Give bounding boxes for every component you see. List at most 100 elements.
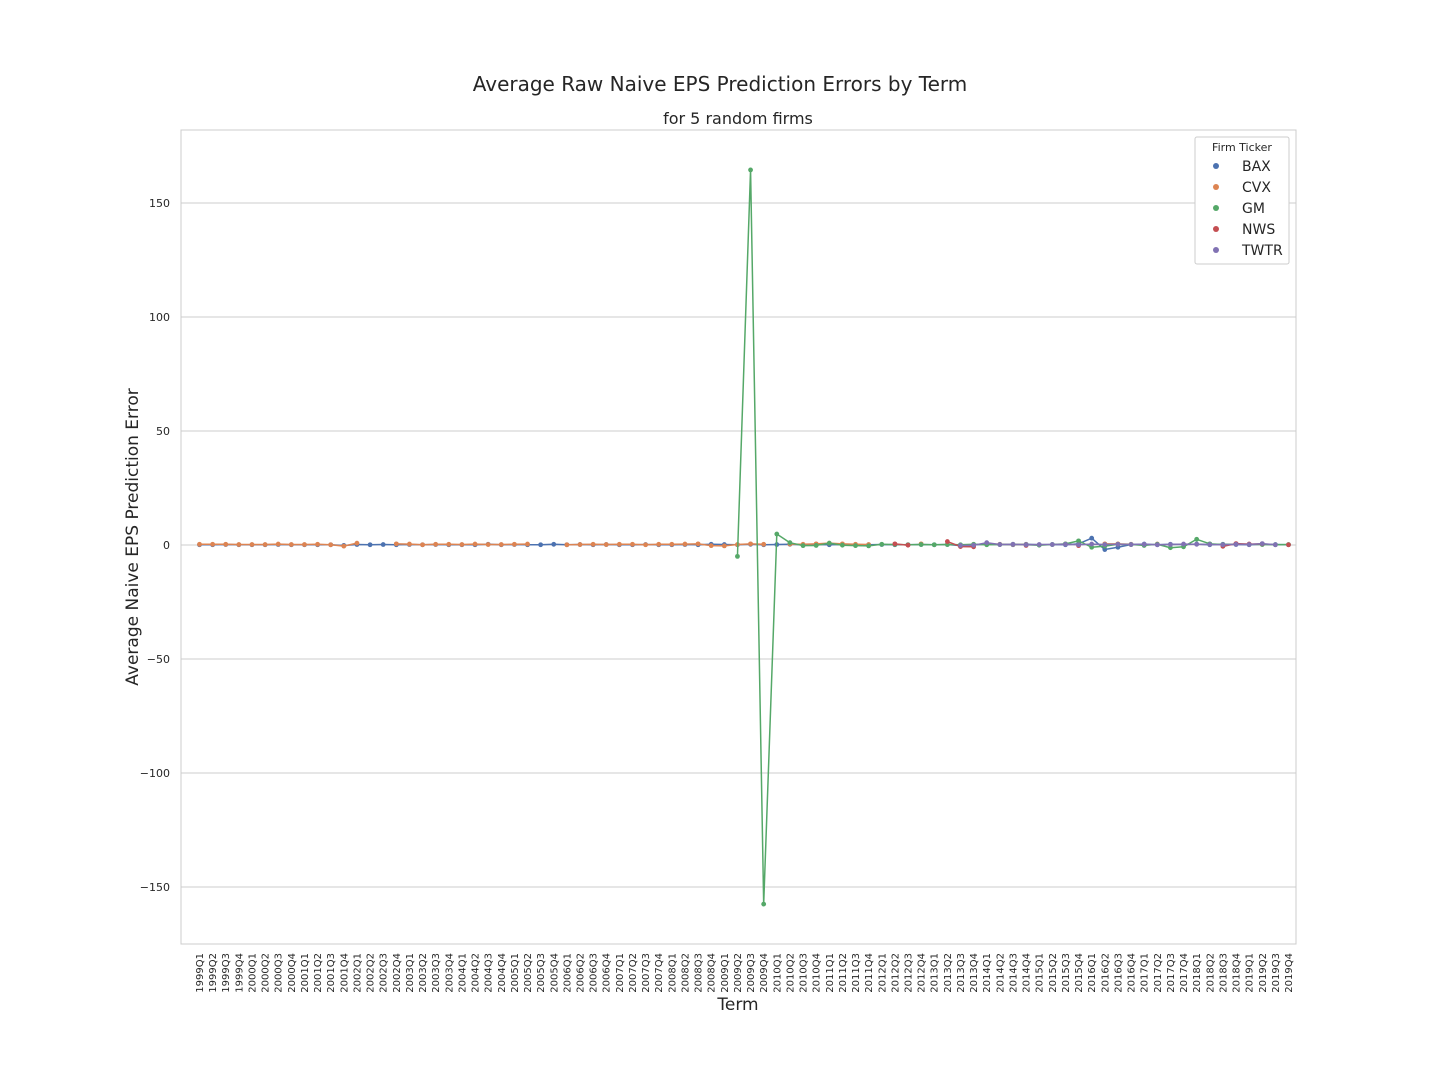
x-tick-label: 2012Q3 [904,953,915,993]
data-point [262,542,268,547]
x-tick-label: 2006Q4 [602,953,613,993]
x-tick-label: 2013Q3 [956,953,967,993]
x-tick-label: 2004Q1 [457,953,468,993]
y-tick-label: 100 [149,311,170,324]
x-tick-label: 2002Q2 [366,953,377,993]
series-line-gm [736,169,1289,905]
data-point [197,541,202,547]
data-point [918,542,924,547]
data-point [1181,541,1186,547]
x-tick-label: 2019Q4 [1284,953,1295,993]
data-point [1128,542,1134,547]
data-point [407,541,412,547]
y-tick-label: −100 [140,767,170,780]
data-point [498,542,504,547]
x-tick-label: 2010Q4 [812,953,823,993]
x-tick-label: 2003Q3 [431,953,442,993]
x-tick-label: 2000Q3 [274,953,285,993]
data-point [787,540,793,546]
x-tick-label: 2008Q1 [667,953,678,993]
data-point [485,542,491,547]
x-tick-label: 2011Q2 [838,953,849,993]
data-point [1194,541,1200,547]
x-tick-label: 2019Q1 [1245,953,1256,993]
x-tick-label: 2004Q2 [471,953,482,993]
y-tick-label: −150 [140,881,170,894]
y-tick-label: −50 [147,653,170,666]
legend-label: TWTR [1241,243,1283,259]
x-tick-label: 2010Q2 [785,953,796,993]
y-tick-label: 50 [156,425,170,438]
legend-label: NWS [1242,222,1275,238]
data-point [879,541,885,547]
data-point [393,541,399,547]
x-tick-label: 2012Q2 [890,953,901,993]
data-point [708,543,714,549]
data-point [328,542,334,548]
data-point [590,541,596,547]
x-tick-label: 2003Q2 [418,953,429,993]
x-tick-label: 2011Q3 [851,953,862,993]
x-tick-label: 2009Q2 [733,953,744,993]
x-tick-label: 2001Q1 [300,953,311,993]
x-tick-label: 2000Q4 [287,953,298,993]
data-point [616,541,622,547]
x-tick-label: 2007Q1 [615,953,626,993]
x-tick-label: 2015Q2 [1048,953,1059,993]
data-point [1220,542,1226,548]
data-point [853,543,858,549]
legend-box [1194,136,1290,265]
legend-marker [1213,226,1219,232]
data-point [459,542,465,547]
data-point [800,543,806,549]
x-tick-label: 2002Q1 [352,953,363,993]
chart-title: Average Raw Naive EPS Prediction Errors … [473,72,968,96]
data-point [1036,542,1042,547]
x-tick-label: 2003Q4 [444,953,455,993]
data-point [1194,536,1200,542]
data-point [1089,541,1095,547]
data-point [1089,535,1095,541]
data-point [669,541,675,547]
x-tick-label: 2001Q4 [339,953,350,993]
data-point [538,542,544,548]
data-point [1141,541,1147,547]
data-point [236,542,242,547]
x-tick-label: 2001Q3 [326,953,337,993]
x-tick-label: 2016Q1 [1087,953,1098,993]
data-point [682,541,688,547]
data-point [931,542,937,548]
data-point [958,543,963,548]
x-tick-label: 2009Q3 [746,953,757,993]
x-tick-label: 2008Q3 [694,953,705,993]
x-tick-label: 2012Q1 [877,953,888,993]
data-point [813,543,819,548]
x-tick-label: 2015Q3 [1061,953,1072,993]
x-tick-label: 2014Q1 [982,953,993,993]
data-point [354,540,360,546]
x-tick-label: 2013Q2 [943,953,954,993]
data-point [551,541,557,547]
data-point [420,542,425,548]
x-tick-label: 2018Q4 [1232,953,1243,993]
x-tick-label: 2014Q3 [1008,953,1019,993]
data-point [472,541,478,547]
data-point [892,541,898,547]
x-tick-label: 2009Q1 [720,953,731,993]
x-tick-label: 2010Q1 [772,953,783,993]
x-tick-label: 2006Q1 [562,953,573,993]
data-point [446,541,452,547]
x-tick-label: 2006Q2 [575,953,586,993]
data-point [1272,542,1278,548]
x-axis-label: Term [716,995,758,1015]
data-point [380,542,386,547]
x-tick-label: 2002Q3 [379,953,390,993]
data-point [433,541,439,547]
data-point [695,541,701,547]
legend-marker [1213,247,1219,253]
y-axis-label: Average Naive EPS Prediction Error [123,388,143,685]
data-point [1207,542,1213,547]
data-point [1102,547,1108,552]
y-tick-labels: 150 100 50 0 −50 −100 −150 [140,197,170,894]
